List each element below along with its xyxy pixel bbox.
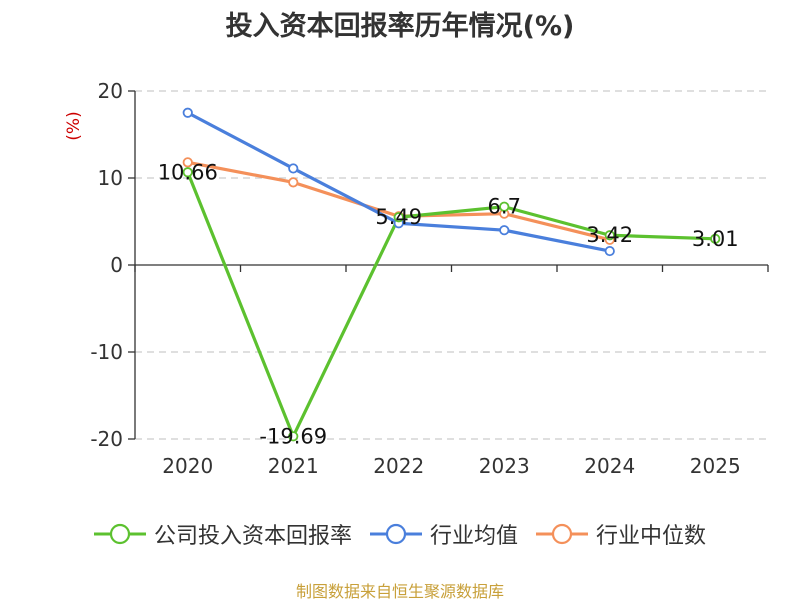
legend-item-company[interactable]: 公司投入资本回报率 — [93, 518, 352, 550]
series-lines — [186, 111, 716, 438]
data-labels: 10.66 -19.69 5.49 6.7 3.42 3.01 — [158, 160, 739, 448]
data-label: 6.7 — [488, 195, 521, 219]
series-line-company — [186, 171, 716, 438]
axes: 20 10 0 -10 -20 2020 2021 2022 2023 2024 2025 (%) — [64, 79, 769, 478]
legend-swatch-industry_median — [536, 523, 588, 545]
y-tick-label: 0 — [110, 253, 123, 277]
data-point-company — [499, 201, 510, 212]
x-tick-label: 2022 — [373, 454, 424, 478]
legend-label: 行业均值 — [429, 524, 518, 549]
data-point-company — [393, 212, 404, 223]
data-point-industry_median — [182, 157, 193, 168]
series-line-industry_avg — [187, 111, 611, 253]
data-point-industry_avg — [288, 163, 299, 174]
data-points — [182, 107, 721, 442]
legend-label: 公司投入资本回报率 — [153, 524, 352, 549]
data-point-company — [604, 230, 615, 241]
data-label: 10.66 — [158, 160, 218, 184]
y-axis-label: (%) — [64, 111, 84, 140]
y-tick-label: -20 — [90, 427, 123, 451]
line-chart: 20 10 0 -10 -20 2020 2021 2022 2023 2024 2025 (%) 1… — [64, 79, 769, 478]
y-tick-label: -10 — [90, 340, 123, 364]
legend-item-industry_median[interactable]: 行业中位数 — [536, 518, 706, 550]
x-tick-label: 2020 — [162, 454, 213, 478]
data-label: 3.01 — [692, 227, 739, 251]
data-point-industry_avg — [499, 225, 510, 236]
x-tick-label: 2024 — [584, 454, 635, 478]
source-note: 制图数据来自恒生聚源数据库 — [295, 582, 504, 601]
x-tick-label: 2023 — [479, 454, 530, 478]
y-tick-label: 10 — [98, 166, 123, 190]
data-point-company — [710, 233, 721, 244]
chart-title: 投入资本回报率历年情况(%) — [225, 11, 575, 42]
y-tick-label: 20 — [98, 79, 123, 103]
x-tick-label: 2025 — [690, 454, 741, 478]
data-point-industry_avg — [604, 245, 615, 257]
data-label: 3.42 — [586, 223, 633, 247]
data-point-company — [182, 167, 193, 178]
legend-item-industry_avg[interactable]: 行业均值 — [369, 518, 518, 550]
data-point-industry_avg — [182, 107, 193, 118]
legend: 公司投入资本回报率 行业均值 行业中位数 — [0, 518, 800, 550]
data-label: 5.49 — [375, 205, 422, 229]
data-point-industry_median — [288, 177, 299, 188]
legend-label: 行业中位数 — [596, 524, 707, 549]
data-label: -19.69 — [259, 424, 327, 448]
legend-swatch-company — [93, 523, 146, 545]
data-point-company — [288, 431, 299, 442]
grid-lines — [135, 90, 768, 440]
legend-swatch-industry_avg — [369, 523, 422, 545]
x-tick-label: 2021 — [268, 454, 319, 478]
